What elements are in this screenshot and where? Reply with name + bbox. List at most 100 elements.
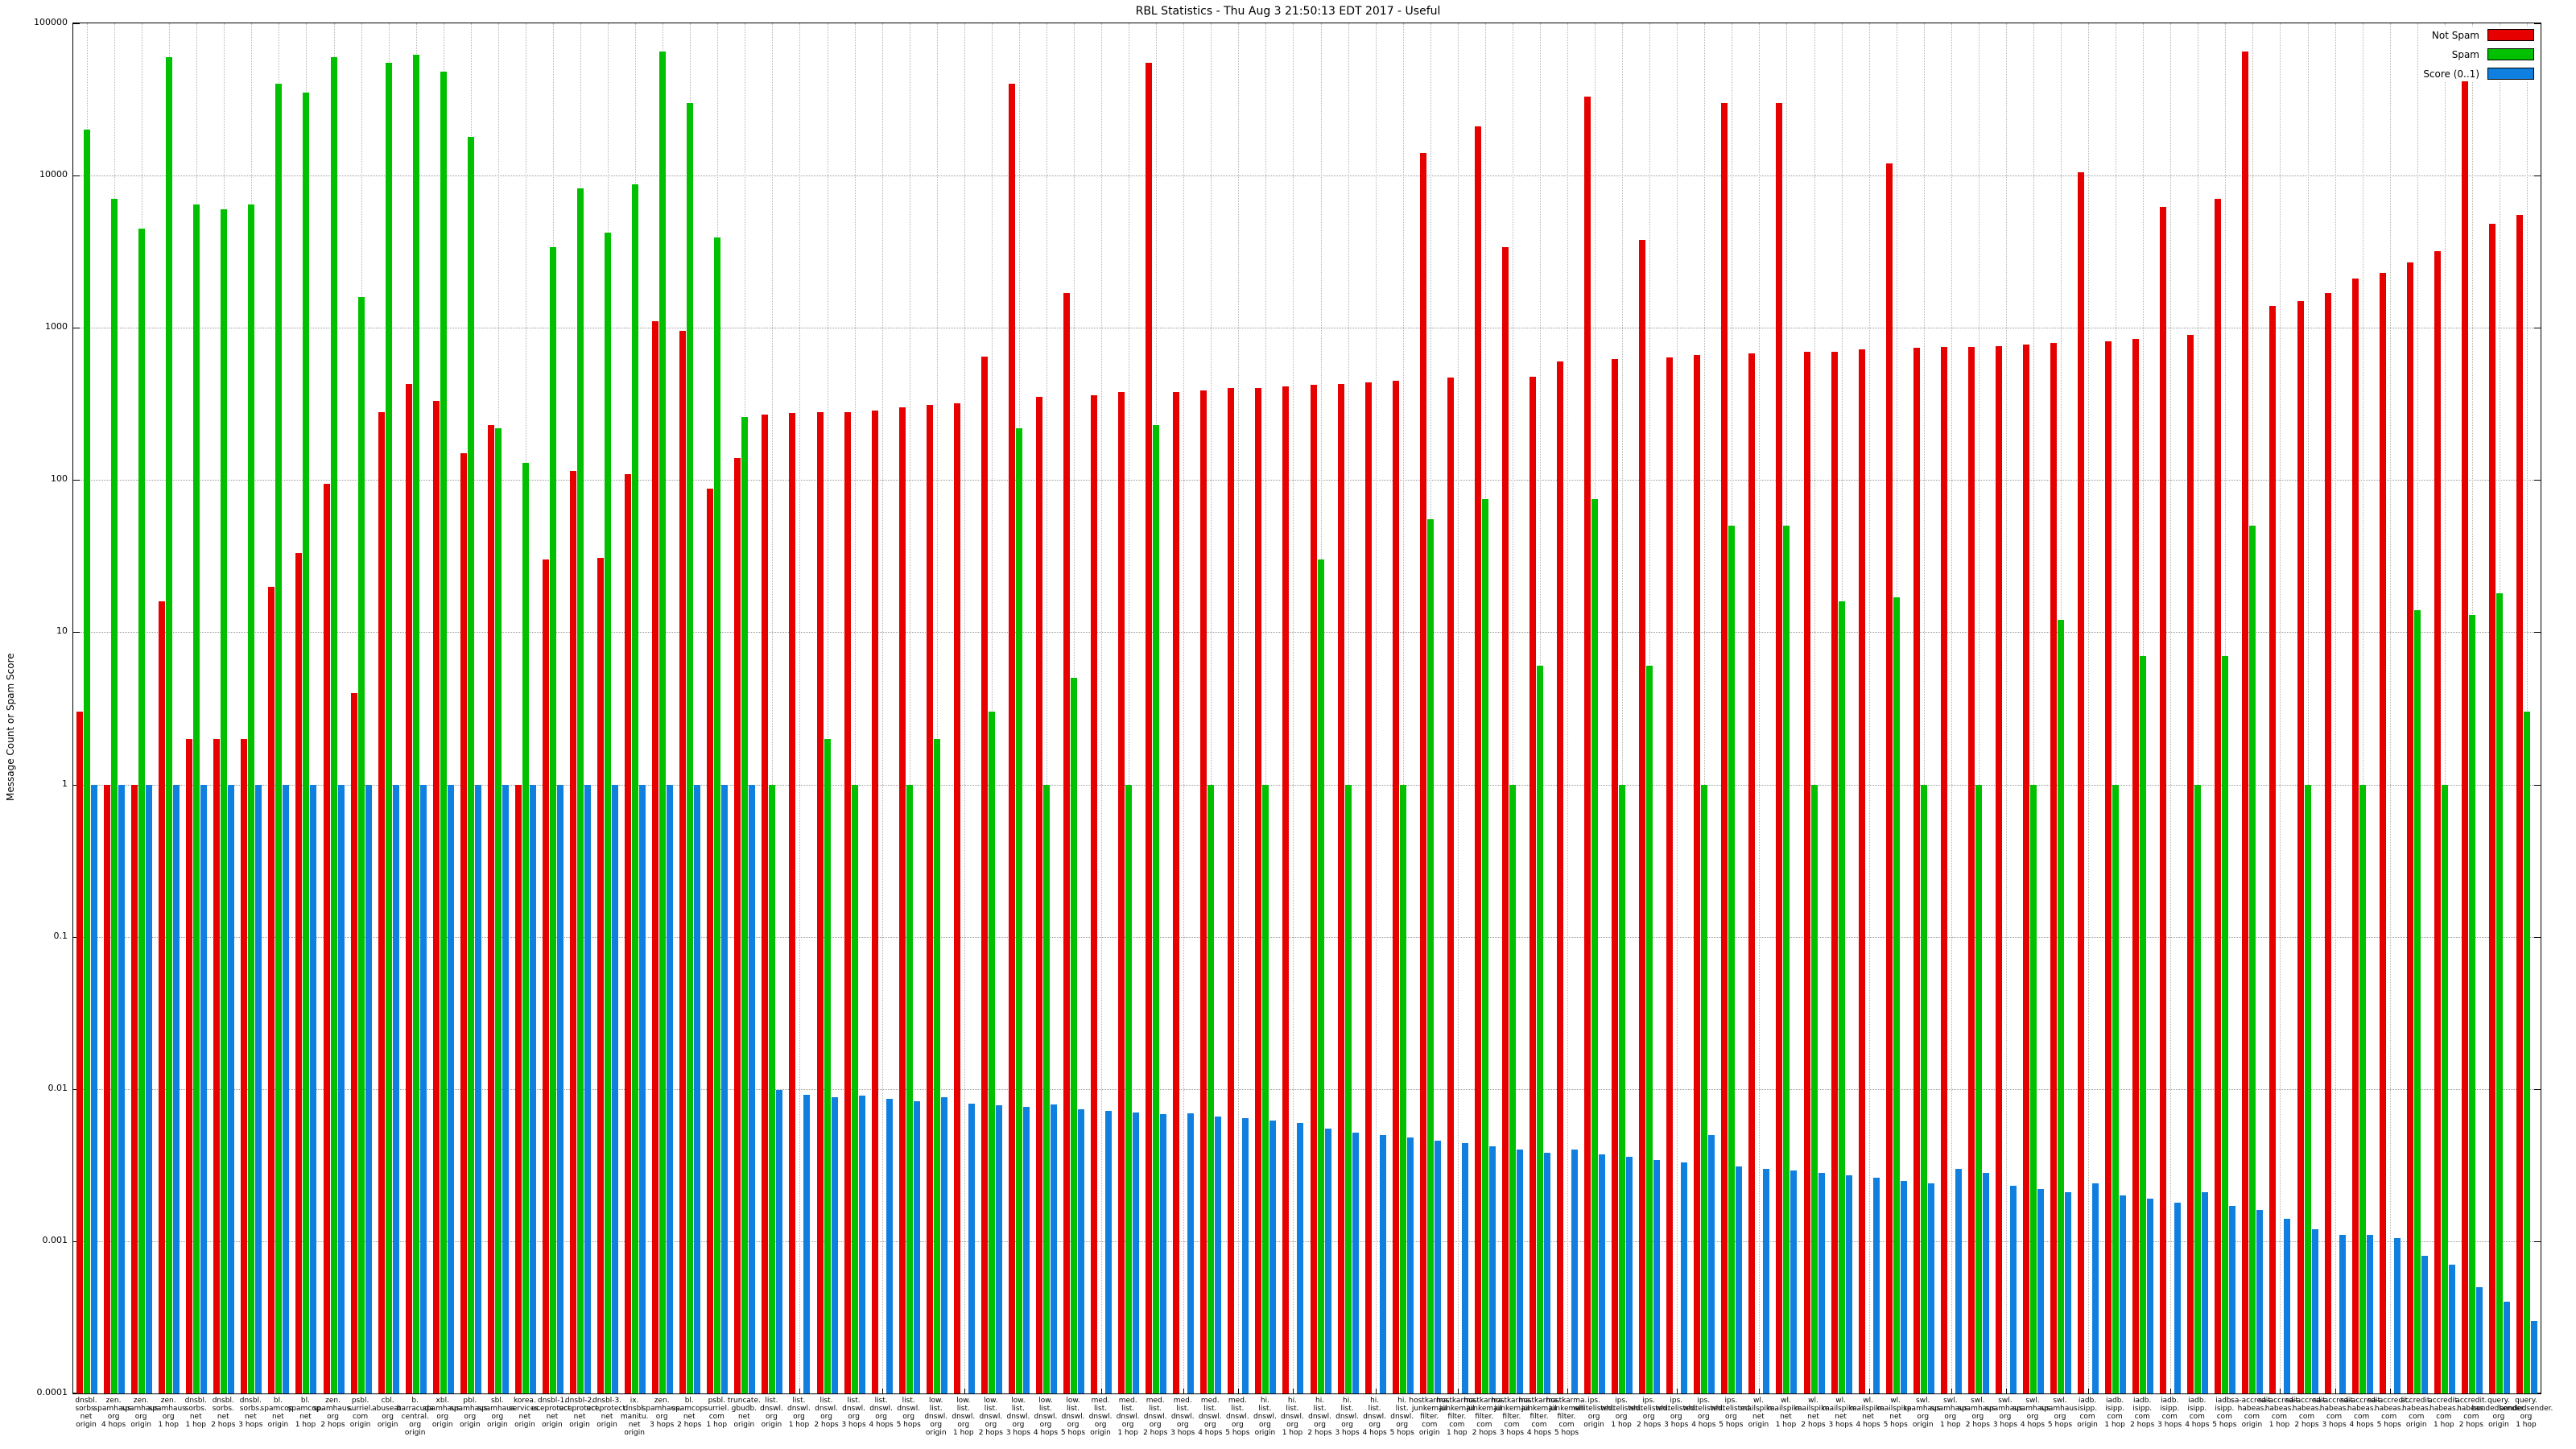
bar-score [1571, 1150, 1579, 1393]
bar-not-spam [487, 424, 494, 1393]
v-gridline [964, 23, 965, 1393]
bar-not-spam [1282, 386, 1290, 1393]
x-tick-label: accredit. habeas. com 2 hops [2455, 1397, 2487, 1429]
bar-not-spam [898, 407, 906, 1393]
bar-spam [84, 130, 91, 1393]
x-tick-label: wl. mailspike. net 2 hops [1794, 1397, 1832, 1429]
bar-not-spam [159, 601, 166, 1393]
x-tick-label: hostkarma. junkemail filter. com 3 hops [1491, 1397, 1533, 1437]
y-tickmark-left [73, 23, 80, 24]
bar-spam [1071, 678, 1078, 1393]
x-tick-label: sa-accredit. habeas. com origin [2231, 1397, 2273, 1429]
bar-score [1242, 1118, 1249, 1393]
y-tickmark-right [2534, 23, 2541, 24]
bar-not-spam [816, 411, 824, 1393]
y-tick-label: 0.1 [53, 930, 68, 941]
x-tick-label: dnsbl-3. uceprotect. net origin [586, 1397, 628, 1429]
bar-not-spam [514, 784, 522, 1393]
bar-spam [440, 72, 447, 1393]
plot-area [72, 23, 2541, 1394]
y-tickmark-left [73, 784, 80, 786]
x-tick-label: ips. whitelisted. org 1 hop [1600, 1397, 1643, 1429]
h-gridline [73, 784, 2541, 786]
v-gridline [1211, 23, 1212, 1393]
legend-swatch-spam [2487, 48, 2534, 60]
bar-spam [1509, 784, 1516, 1393]
x-tick-label: swl. spamhaus. org 1 hop [1930, 1397, 1971, 1429]
bar-spam [769, 784, 776, 1393]
x-tick-label: ips. whitelisted. org 4 hops [1682, 1397, 1725, 1429]
y-tickmark-left [73, 936, 80, 938]
x-tick-label: med. list. dnswl. org 1 hop [1116, 1397, 1140, 1437]
x-tick-label: query. bondedsender. org 1 hop [2499, 1397, 2553, 1429]
v-gridline [799, 23, 801, 1393]
bar-score [1900, 1180, 1907, 1393]
bar-not-spam [2022, 344, 2029, 1393]
bar-score [803, 1094, 811, 1393]
bar-not-spam [2516, 215, 2523, 1393]
bar-spam [632, 184, 639, 1393]
y-tick-label: 100000 [34, 17, 68, 27]
bar-score [2530, 1320, 2537, 1393]
bar-score [913, 1101, 920, 1393]
x-tick-label: iadb. isipp. com 5 hops [2212, 1397, 2237, 1429]
x-tick-label: iadb. isipp. com 3 hops [2157, 1397, 2182, 1429]
x-tick-label: xbl. spamhaus. org origin [423, 1397, 463, 1429]
bar-not-spam [213, 738, 221, 1393]
y-tick-label: 10 [56, 625, 68, 637]
v-gridline [936, 23, 938, 1393]
x-tick-label: med. list. dnswl. org 5 hops [1225, 1397, 1250, 1437]
x-tick-label: bl. spamcop. net 2 hops [671, 1397, 708, 1429]
bar-spam [687, 102, 694, 1393]
bar-not-spam [1173, 391, 1180, 1393]
bar-not-spam [1035, 397, 1042, 1393]
bar-score [694, 784, 701, 1393]
bar-score [1488, 1146, 1496, 1393]
bar-spam [1317, 559, 1324, 1393]
bar-score [255, 784, 262, 1393]
v-gridline [1375, 23, 1377, 1393]
bar-not-spam [1501, 246, 1509, 1393]
bar-score [1050, 1104, 1057, 1393]
x-tick-label: low. list. dnswl. org 1 hop [952, 1397, 976, 1437]
x-tick-label: low. list. dnswl. org origin [924, 1397, 948, 1437]
bar-not-spam [926, 405, 933, 1393]
legend-label: Not Spam [2431, 29, 2479, 41]
bar-not-spam [2297, 300, 2304, 1393]
x-tick-label: ips. whitelisted. org 3 hops [1655, 1397, 1698, 1429]
x-tick-label: wl. mailspike. net origin [1740, 1397, 1777, 1429]
y-tick-label: 0.0001 [36, 1387, 68, 1397]
x-tick-label: dnsbl. sorbs. net origin [75, 1397, 97, 1429]
bar-not-spam [1995, 345, 2002, 1393]
y-tickmark-right [2534, 936, 2541, 938]
bar-not-spam [2379, 272, 2386, 1393]
bar-spam [330, 56, 337, 1393]
bar-not-spam [432, 401, 440, 1393]
bar-score [2147, 1199, 2154, 1393]
x-tickmark [1951, 1389, 1952, 1393]
bar-score [749, 784, 756, 1393]
x-tick-label: swl. spamhaus. org 3 hops [1985, 1397, 2025, 1429]
bar-spam [275, 84, 283, 1393]
x-tick-label: sa-accredit. habeas. com 4 hops [2340, 1397, 2383, 1429]
x-tickmark [1183, 1389, 1185, 1393]
legend-entry: Score (0..1) [2423, 68, 2534, 80]
bar-not-spam [2132, 338, 2140, 1393]
bar-score [392, 784, 399, 1393]
bar-spam [2112, 784, 2120, 1393]
bar-not-spam [1091, 395, 1098, 1393]
bar-score [1379, 1134, 1386, 1393]
y-tickmark-left [73, 1241, 80, 1242]
bar-score [1872, 1178, 1880, 1393]
bar-not-spam [2406, 262, 2413, 1393]
bar-spam [522, 462, 529, 1393]
bar-score [639, 784, 646, 1393]
bar-score [1297, 1122, 1304, 1393]
bar-not-spam [1885, 163, 1893, 1393]
x-tickmark [1375, 1389, 1377, 1393]
bar-not-spam [734, 457, 741, 1393]
y-tickmark-left [73, 175, 80, 177]
bar-spam [1015, 427, 1022, 1393]
bar-spam [1125, 784, 1133, 1393]
legend-entry: Not Spam [2423, 29, 2534, 41]
